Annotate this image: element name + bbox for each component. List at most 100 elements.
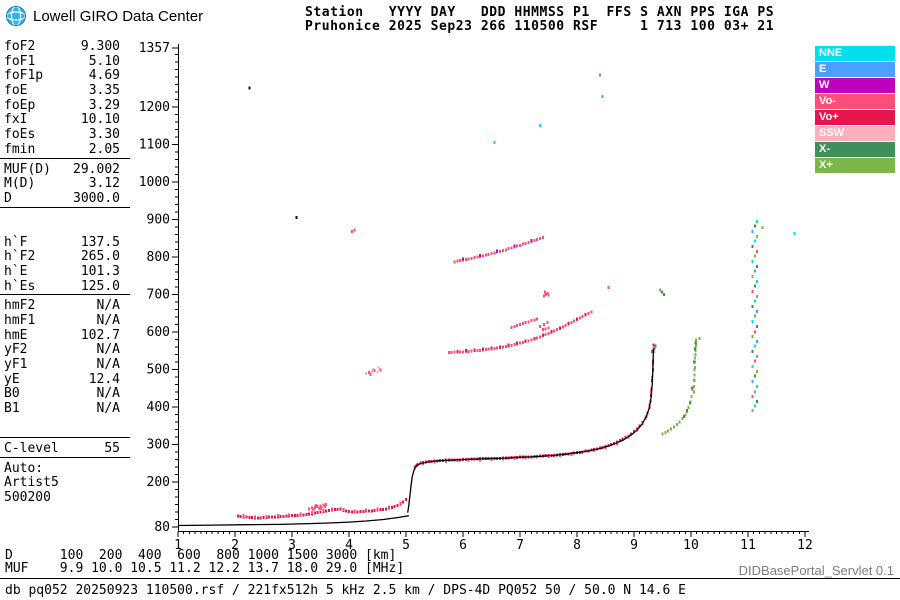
x-tick-label: 10 — [683, 538, 699, 553]
series-noise-and-rfi — [248, 73, 796, 413]
param-label: h`F — [4, 234, 28, 250]
param-label: foF1 — [4, 53, 36, 69]
param-value: 101.3 — [80, 263, 120, 279]
param-label: yF2 — [4, 342, 28, 358]
series-x-trace — [659, 288, 701, 436]
param-value: 12.4 — [88, 371, 120, 387]
param-label: MUF(D) — [4, 161, 51, 177]
param-label: hmF2 — [4, 298, 36, 314]
y-tick-label: 80 — [154, 520, 170, 535]
param-row-hf2: h`F2 265.0 — [0, 250, 130, 265]
param-value: 3.12 — [88, 176, 120, 192]
param-value: 5.10 — [88, 53, 120, 69]
brand: Lowell GIRO Data Center — [5, 5, 203, 27]
param-label: h`Es — [4, 278, 36, 294]
record-info: db pq052 20250923 110500.rsf / 221fx512h… — [5, 583, 686, 598]
x-tick-label: 1 — [174, 538, 182, 553]
param-value: 265.0 — [80, 249, 120, 265]
param-value: N/A — [96, 401, 120, 417]
x-tick-label: 12 — [797, 538, 813, 553]
legend-item-e: E — [815, 62, 895, 77]
param-value: 102.7 — [80, 327, 120, 343]
param-row-b0: B0 N/A — [0, 387, 130, 402]
series-o-trace-f2 — [414, 343, 655, 469]
param-row-md: M(D) 3.12 — [0, 176, 130, 192]
param-value: N/A — [96, 342, 120, 358]
param-label: D — [4, 190, 12, 206]
y-tick-label: 800 — [147, 250, 170, 265]
x-tick-label: 6 — [459, 538, 467, 553]
param-label: B1 — [4, 401, 20, 417]
series-second-hop-red — [456, 312, 587, 353]
param-value: 55 — [104, 440, 120, 456]
param-separator — [0, 206, 130, 212]
param-label: foF2 — [4, 39, 36, 54]
param-value: 137.5 — [80, 234, 120, 250]
series-cluster-490 — [365, 366, 380, 376]
param-label: Artist5 — [4, 475, 59, 491]
param-row-artist5: Artist5 — [0, 475, 130, 491]
y-tick-label: 900 — [147, 212, 170, 227]
param-label: yE — [4, 371, 20, 387]
param-row-b1: B1 N/A — [0, 401, 130, 417]
param-row-mufd: MUF(D) 29.002 — [0, 161, 130, 178]
y-axis: 80 200 300 400 500 600 700 800 900 1000 1100 1200 13… — [139, 41, 178, 535]
parameter-panel: foF2 9.300 foF1 5.10 foF1p 4.69 foE 3.35 foEp 3.2… — [0, 39, 130, 506]
param-label: fmin — [4, 141, 36, 157]
param-label: fxI — [4, 112, 28, 128]
param-row-hf: h`F 137.5 — [0, 234, 130, 251]
x-tick-label: 8 — [573, 538, 581, 553]
legend: NNE E W Vo- Vo+ SSW X- X+ — [815, 46, 895, 174]
series-o-trace-f2-pink — [422, 347, 655, 466]
param-separator — [0, 456, 130, 462]
param-value: 2.05 — [88, 141, 120, 157]
param-separator — [0, 436, 130, 442]
param-value: 9.300 — [80, 39, 120, 54]
param-row-hmf2: hmF2 N/A — [0, 299, 130, 314]
param-label: 500200 — [4, 489, 51, 505]
x-tick-label: 3 — [288, 538, 296, 553]
x-tick-label: 7 — [516, 538, 524, 553]
param-row-fof2: foF2 9.300 — [0, 39, 130, 55]
legend-item-vo: Vo- — [815, 94, 895, 109]
series-band-800-magenta — [462, 238, 533, 261]
y-tick-label: 700 — [147, 287, 170, 302]
param-label: foEp — [4, 97, 36, 113]
param-label: foEs — [4, 127, 36, 143]
param-label: h`E — [4, 263, 28, 279]
param-row-500200: 500200 — [0, 489, 130, 506]
param-row-yf1: yF1 N/A — [0, 357, 130, 373]
param-row-d: D 3000.0 — [0, 190, 130, 207]
param-value: N/A — [96, 386, 120, 402]
y-tick-label: 200 — [147, 475, 170, 490]
param-row-fof1p: foF1p 4.69 — [0, 69, 130, 84]
artist-E-trace — [177, 515, 410, 527]
x-tick-label: 11 — [740, 538, 756, 553]
x-tick-label: 4 — [345, 538, 353, 553]
y-tick-label: 600 — [147, 325, 170, 340]
param-row-he: h`E 101.3 — [0, 263, 130, 280]
param-separator — [0, 294, 130, 299]
series-multi-hop-700 — [542, 290, 550, 298]
param-row-foes: foEs 3.30 — [0, 127, 130, 143]
param-value: N/A — [96, 313, 120, 328]
distance-row: D 100 200 400 600 800 1000 1500 3000 [km… — [5, 548, 397, 563]
y-tick-label: 500 — [147, 362, 170, 377]
param-label: hmF1 — [4, 313, 36, 328]
param-row-foe: foE 3.35 — [0, 83, 130, 99]
param-value: 29.002 — [73, 161, 120, 177]
param-row-hme: hmE 102.7 — [0, 327, 130, 344]
param-row-ye: yE 12.4 — [0, 371, 130, 388]
station-header-labels: Station YYYY DAY DDD HHMMSS P1 FFS S AXN… — [305, 5, 775, 20]
param-row-fof1: foF1 5.10 — [0, 53, 130, 70]
series-o-trace-e-f1-pink — [242, 501, 402, 519]
param-value: N/A — [96, 357, 120, 373]
param-value: 125.0 — [80, 278, 120, 294]
param-label: foF1p — [4, 68, 44, 84]
y-tick-label: 1200 — [139, 100, 170, 115]
giro-globe-logo — [5, 5, 27, 27]
param-label: M(D) — [4, 176, 36, 192]
legend-item-x: X+ — [815, 158, 895, 173]
param-value: 3.35 — [88, 83, 120, 99]
param-value: 3.29 — [88, 97, 120, 113]
